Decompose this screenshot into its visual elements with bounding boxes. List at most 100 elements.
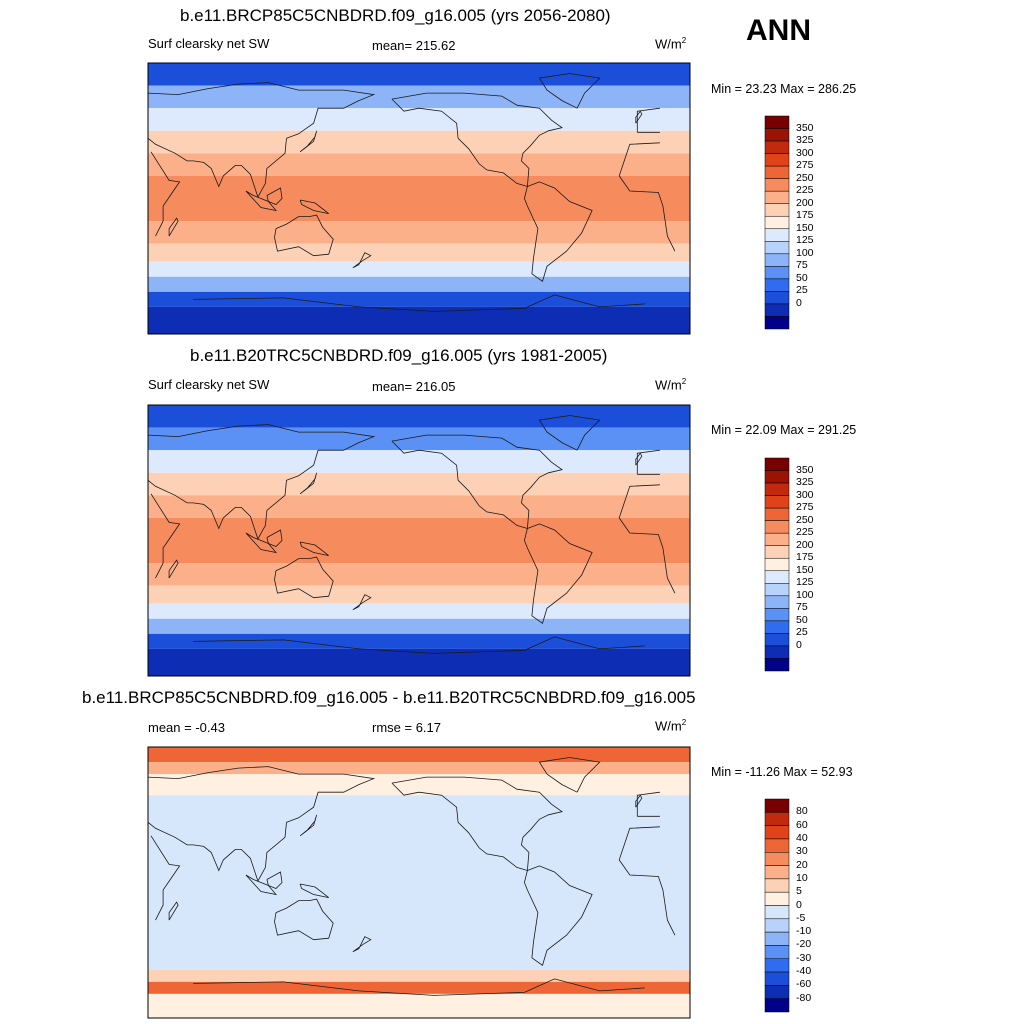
colorbar-tick-label: -10 bbox=[796, 925, 812, 938]
colorbar-swatch bbox=[764, 140, 790, 154]
map-band bbox=[148, 427, 690, 451]
coastline bbox=[523, 181, 593, 282]
colorbar-tick-label: 150 bbox=[796, 221, 814, 234]
colorbar-swatch bbox=[764, 570, 790, 584]
colorbar-tick-label: 175 bbox=[796, 551, 814, 564]
panel-1-units: W/m2 bbox=[655, 36, 687, 52]
coastline bbox=[274, 556, 334, 599]
map-band bbox=[148, 276, 690, 292]
coastline bbox=[299, 199, 329, 214]
colorbar-tick-label: 30 bbox=[796, 845, 808, 858]
panel-2-variable-label: Surf clearsky net SW bbox=[148, 377, 270, 392]
coastline bbox=[391, 776, 563, 872]
coastline bbox=[274, 214, 334, 257]
colorbar-swatch bbox=[764, 891, 790, 906]
colorbar-tick-label: 275 bbox=[796, 501, 814, 514]
panel-2-minmax: Min = 22.09 Max = 291.25 bbox=[711, 423, 857, 437]
colorbar-swatch bbox=[764, 971, 790, 986]
colorbar-tick-label: 200 bbox=[796, 196, 814, 209]
map-band bbox=[148, 633, 690, 649]
coastline bbox=[635, 110, 643, 124]
colorbar-tick-label: 225 bbox=[796, 526, 814, 539]
colorbar-tick-label: 0 bbox=[796, 638, 802, 651]
colorbar-tick-label: 75 bbox=[796, 601, 808, 614]
coastline bbox=[266, 187, 283, 205]
colorbar-tick-label: 50 bbox=[796, 613, 808, 626]
colorbar-swatch bbox=[764, 608, 790, 622]
map-frame bbox=[147, 404, 691, 677]
colorbar-swatch bbox=[764, 595, 790, 609]
colorbar-swatch bbox=[764, 658, 790, 672]
colorbar-swatch bbox=[764, 507, 790, 521]
colorbar-tick-label: -5 bbox=[796, 911, 806, 924]
colorbar-tick-label: 250 bbox=[796, 171, 814, 184]
colorbar-swatch bbox=[764, 520, 790, 534]
coastline bbox=[523, 523, 593, 624]
colorbar-tick-label: -30 bbox=[796, 951, 812, 964]
coastline bbox=[538, 415, 601, 451]
coastline bbox=[299, 130, 317, 153]
coastline bbox=[147, 82, 660, 198]
colorbar-swatch bbox=[764, 918, 790, 933]
colorbar-swatch bbox=[764, 985, 790, 999]
map-band bbox=[148, 648, 690, 676]
map-band bbox=[148, 175, 690, 222]
map-band bbox=[148, 563, 690, 586]
coastline bbox=[193, 636, 645, 654]
panel-3-title: b.e11.BRCP85C5CNBDRD.f09_g16.005 - b.e11… bbox=[82, 688, 696, 707]
map-band bbox=[148, 130, 690, 154]
coastline bbox=[635, 452, 643, 466]
panel-3-minmax: Min = -11.26 Max = 52.93 bbox=[711, 765, 853, 779]
panel-3-rmse-label: rmse = 6.17 bbox=[372, 720, 442, 735]
coastline bbox=[266, 871, 283, 889]
panel-1-mean-label: mean= 215.62 bbox=[372, 38, 456, 53]
colorbar-swatch bbox=[764, 303, 790, 317]
coastline bbox=[266, 529, 283, 547]
map-band bbox=[148, 618, 690, 634]
coastline bbox=[391, 92, 563, 188]
map-band bbox=[148, 762, 690, 775]
colorbar-swatch bbox=[764, 583, 790, 597]
colorbar-tick-label: -40 bbox=[796, 965, 812, 978]
colorbar-swatch bbox=[764, 825, 790, 840]
colorbar-swatch bbox=[764, 482, 790, 496]
colorbar-swatch bbox=[764, 228, 790, 242]
coastline bbox=[274, 898, 334, 941]
map-band bbox=[148, 495, 690, 518]
colorbar-swatch bbox=[764, 958, 790, 973]
season-label: ANN bbox=[746, 14, 811, 47]
coastline bbox=[193, 978, 645, 996]
colorbar-swatch bbox=[764, 945, 790, 959]
map-band bbox=[148, 517, 690, 564]
coastline bbox=[635, 794, 643, 808]
map-band bbox=[148, 85, 690, 109]
colorbar-tick-label: 0 bbox=[796, 296, 802, 309]
colorbar-swatch bbox=[764, 545, 790, 559]
colorbar-tick-label: 60 bbox=[796, 818, 808, 831]
colorbar-swatch bbox=[764, 316, 790, 330]
colorbar-swatch bbox=[764, 852, 790, 866]
coastline bbox=[168, 559, 179, 579]
colorbar-swatch bbox=[764, 645, 790, 659]
coastline bbox=[193, 294, 645, 312]
colorbar-tick-label: 100 bbox=[796, 588, 814, 601]
colorbar-tick-label: 50 bbox=[796, 271, 808, 284]
colorbar-swatch bbox=[764, 838, 790, 853]
colorbar-swatch bbox=[764, 620, 790, 634]
colorbar-swatch bbox=[764, 178, 790, 192]
colorbar-tick-label: 0 bbox=[796, 898, 802, 911]
map-band bbox=[148, 969, 690, 982]
colorbar-tick-label: 125 bbox=[796, 234, 814, 247]
coastline bbox=[391, 434, 563, 530]
map-band bbox=[148, 306, 690, 334]
colorbar-tick-label: 100 bbox=[796, 246, 814, 259]
map-band bbox=[148, 291, 690, 307]
colorbar-swatch bbox=[764, 812, 790, 826]
colorbar-tick-label: 150 bbox=[796, 563, 814, 576]
coastline bbox=[538, 757, 601, 793]
map-frame bbox=[147, 62, 691, 335]
colorbar-swatch bbox=[764, 203, 790, 217]
colorbar-swatch bbox=[764, 215, 790, 230]
coastline bbox=[150, 484, 676, 594]
